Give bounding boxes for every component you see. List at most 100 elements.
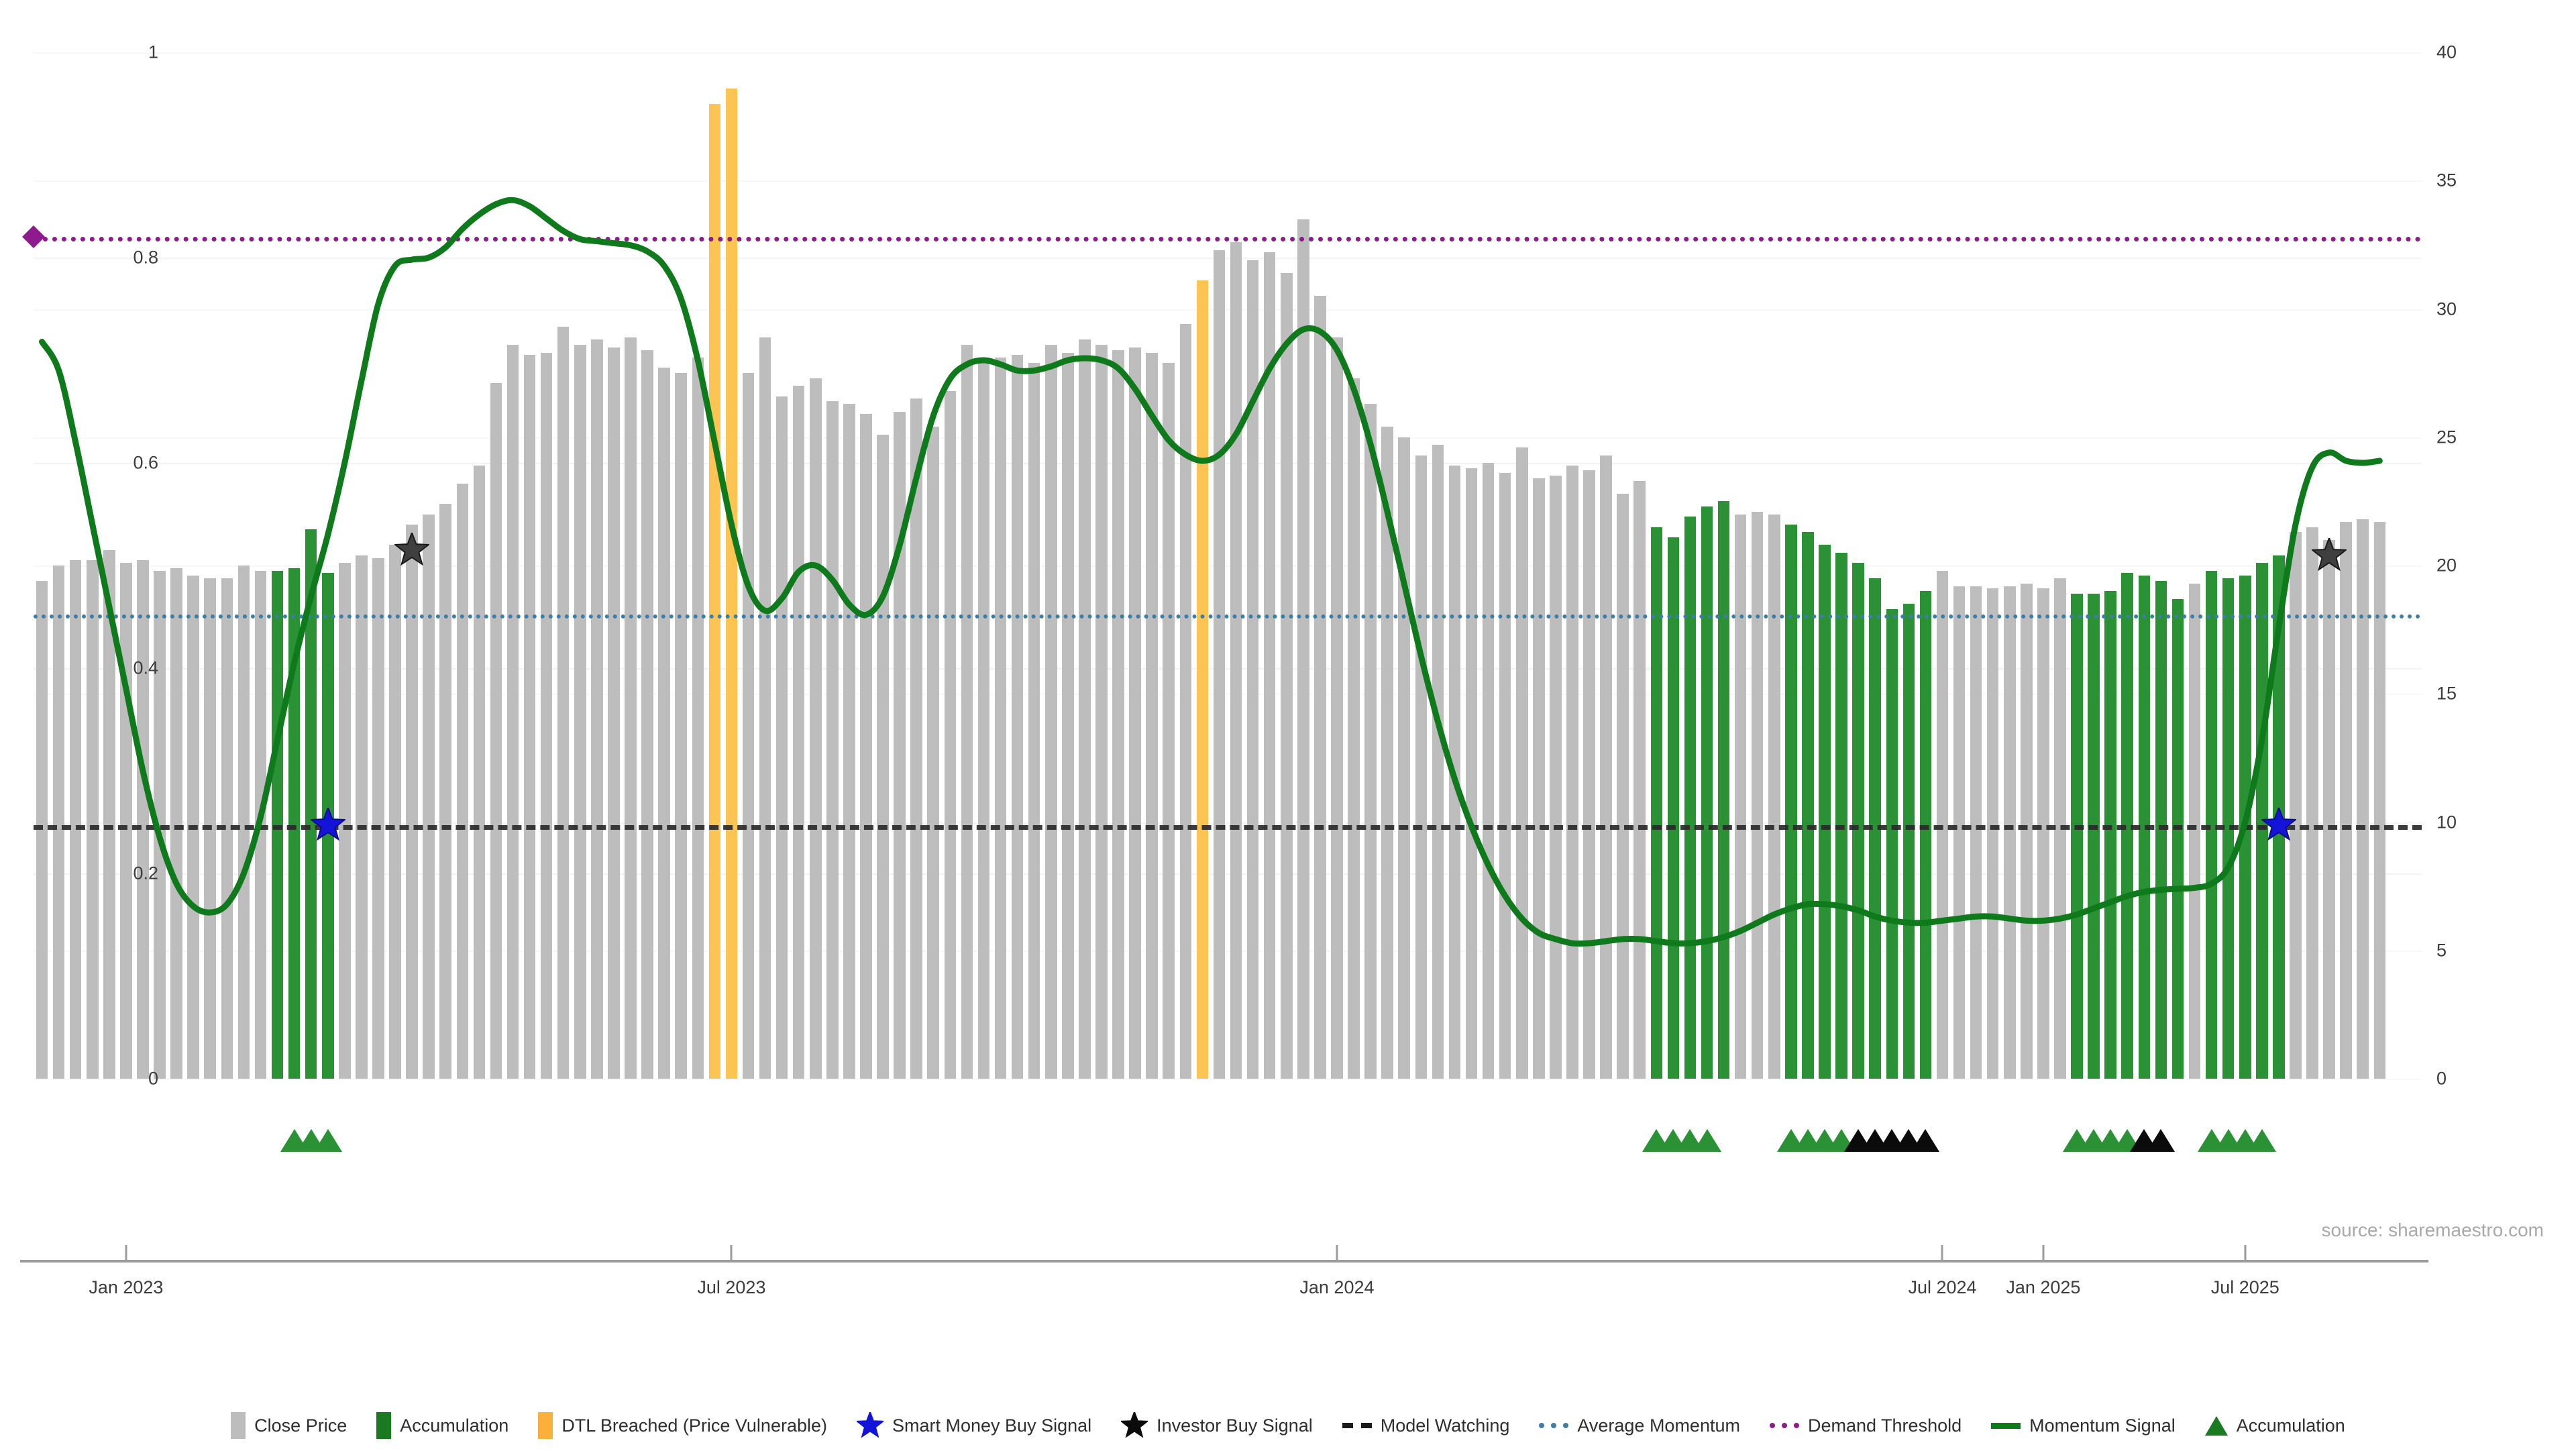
x-axis-tick-label: Jul 2023 xyxy=(697,1277,766,1297)
source-note: source: sharemaestro.com xyxy=(2321,1220,2544,1240)
bar-accumulation xyxy=(1701,506,1713,1079)
bar-close-price xyxy=(1550,476,1562,1079)
gridline xyxy=(34,668,2422,669)
gridline-secondary xyxy=(34,694,2422,696)
accumulation-triangle-strip xyxy=(34,1110,2422,1171)
bar-close-price xyxy=(591,339,603,1079)
bar-accumulation xyxy=(2104,591,2116,1079)
legend-item[interactable]: Average Momentum xyxy=(1539,1415,1740,1436)
gridline xyxy=(34,463,2422,464)
bar-close-price xyxy=(1986,588,1999,1079)
gridline-secondary xyxy=(34,309,2422,311)
bar-close-price xyxy=(894,411,906,1079)
x-axis-tick-mark xyxy=(125,1245,127,1260)
bar-close-price xyxy=(1331,337,1343,1079)
gridline-secondary xyxy=(34,1079,2422,1080)
y-axis-right-tick-label: 20 xyxy=(2436,555,2457,576)
black-dashed-line-icon xyxy=(1342,1423,1372,1428)
y-axis-right-tick-label: 10 xyxy=(2436,812,2457,832)
purple-dotted-line-icon xyxy=(1769,1423,1799,1428)
x-axis-tick-mark xyxy=(2244,1245,2247,1260)
y-axis-left-tick-label: 0.6 xyxy=(133,452,158,473)
legend-item[interactable]: Model Watching xyxy=(1342,1415,1510,1436)
y-axis-left-tick-label: 0.2 xyxy=(133,863,158,883)
legend-item-label: Investor Buy Signal xyxy=(1157,1415,1313,1436)
legend-item[interactable]: Demand Threshold xyxy=(1769,1415,1962,1436)
gridline-secondary xyxy=(34,822,2422,824)
bar-close-price xyxy=(2306,527,2318,1079)
accumulation-triangle-icon xyxy=(313,1129,342,1152)
legend-item-label: Demand Threshold xyxy=(1807,1415,1962,1436)
bar-close-price xyxy=(1112,350,1124,1079)
y-axis-right-tick-label: 0 xyxy=(2436,1068,2447,1089)
legend-item[interactable]: Close Price xyxy=(231,1412,347,1439)
bar-close-price xyxy=(423,514,435,1079)
legend-item-label: Model Watching xyxy=(1380,1415,1510,1436)
legend-item-label: Smart Money Buy Signal xyxy=(892,1415,1092,1436)
gray-square-swatch xyxy=(231,1412,246,1439)
bar-close-price xyxy=(994,358,1007,1079)
bar-close-price xyxy=(574,345,586,1079)
bar-close-price xyxy=(1617,493,1629,1079)
bar-close-price xyxy=(439,504,451,1079)
bar-accumulation xyxy=(305,529,317,1079)
bar-close-price xyxy=(137,560,149,1079)
x-axis-tick-label: Jan 2024 xyxy=(1299,1277,1375,1297)
legend-item-label: Accumulation xyxy=(2236,1415,2345,1436)
blue-star-icon xyxy=(857,1412,883,1439)
investor-buy-signal-star-icon xyxy=(393,531,431,568)
bar-close-price xyxy=(658,368,670,1079)
bar-close-price xyxy=(170,568,182,1079)
legend-item[interactable]: DTL Breached (Price Vulnerable) xyxy=(538,1412,827,1439)
bar-close-price xyxy=(1079,339,1091,1079)
legend-item-label: Close Price xyxy=(254,1415,347,1436)
legend-item[interactable]: Smart Money Buy Signal xyxy=(857,1412,1091,1439)
bar-close-price xyxy=(641,350,653,1079)
bar-accumulation xyxy=(2088,594,2100,1079)
blue-dotted-line-icon xyxy=(1539,1423,1569,1428)
legend-item-label: DTL Breached (Price Vulnerable) xyxy=(561,1415,827,1436)
bar-accumulation xyxy=(271,570,284,1079)
plot-inner xyxy=(22,52,2422,1080)
bar-close-price xyxy=(759,337,771,1079)
x-axis-tick-mark xyxy=(1336,1245,1338,1260)
bar-close-price xyxy=(1062,352,1074,1079)
bar-close-price xyxy=(456,483,469,1079)
bar-close-price xyxy=(1348,378,1360,1079)
bar-accumulation xyxy=(1902,604,1915,1079)
bar-close-price xyxy=(1381,427,1393,1079)
bar-accumulation xyxy=(1802,532,1814,1079)
bar-accumulation xyxy=(1785,524,1797,1079)
legend-item-label: Momentum Signal xyxy=(2029,1415,2176,1436)
x-axis-tick-mark xyxy=(1941,1245,1943,1260)
bar-close-price xyxy=(154,570,166,1079)
legend-item[interactable]: Investor Buy Signal xyxy=(1121,1412,1313,1439)
bar-accumulation xyxy=(2256,563,2268,1079)
bar-close-price xyxy=(1246,260,1259,1079)
bar-close-price xyxy=(1163,362,1175,1079)
bar-close-price xyxy=(1465,468,1478,1079)
bar-close-price xyxy=(692,358,704,1079)
bar-close-price xyxy=(356,555,368,1079)
bar-accumulation xyxy=(1919,591,1932,1079)
legend-item[interactable]: Accumulation xyxy=(376,1412,508,1439)
x-axis-tick-label: Jan 2025 xyxy=(2006,1277,2081,1297)
legend-item[interactable]: Momentum Signal xyxy=(1991,1415,2176,1436)
bar-close-price xyxy=(1633,480,1646,1079)
bar-close-price xyxy=(557,327,570,1079)
bar-close-price xyxy=(860,414,872,1079)
accumulation-triangle-icon xyxy=(2247,1129,2276,1152)
bar-close-price xyxy=(406,524,418,1079)
bar-close-price xyxy=(2290,532,2302,1079)
legend-item-label: Average Momentum xyxy=(1577,1415,1740,1436)
bar-close-price xyxy=(1297,219,1309,1079)
bar-close-price xyxy=(1011,355,1024,1079)
gridline-secondary xyxy=(34,437,2422,439)
bar-close-price xyxy=(2037,588,2049,1079)
bar-close-price xyxy=(2021,583,2033,1079)
legend-item[interactable]: Accumulation xyxy=(2204,1415,2345,1436)
bar-accumulation xyxy=(2171,598,2184,1079)
bar-close-price xyxy=(506,345,519,1079)
green-square-swatch xyxy=(376,1412,392,1439)
